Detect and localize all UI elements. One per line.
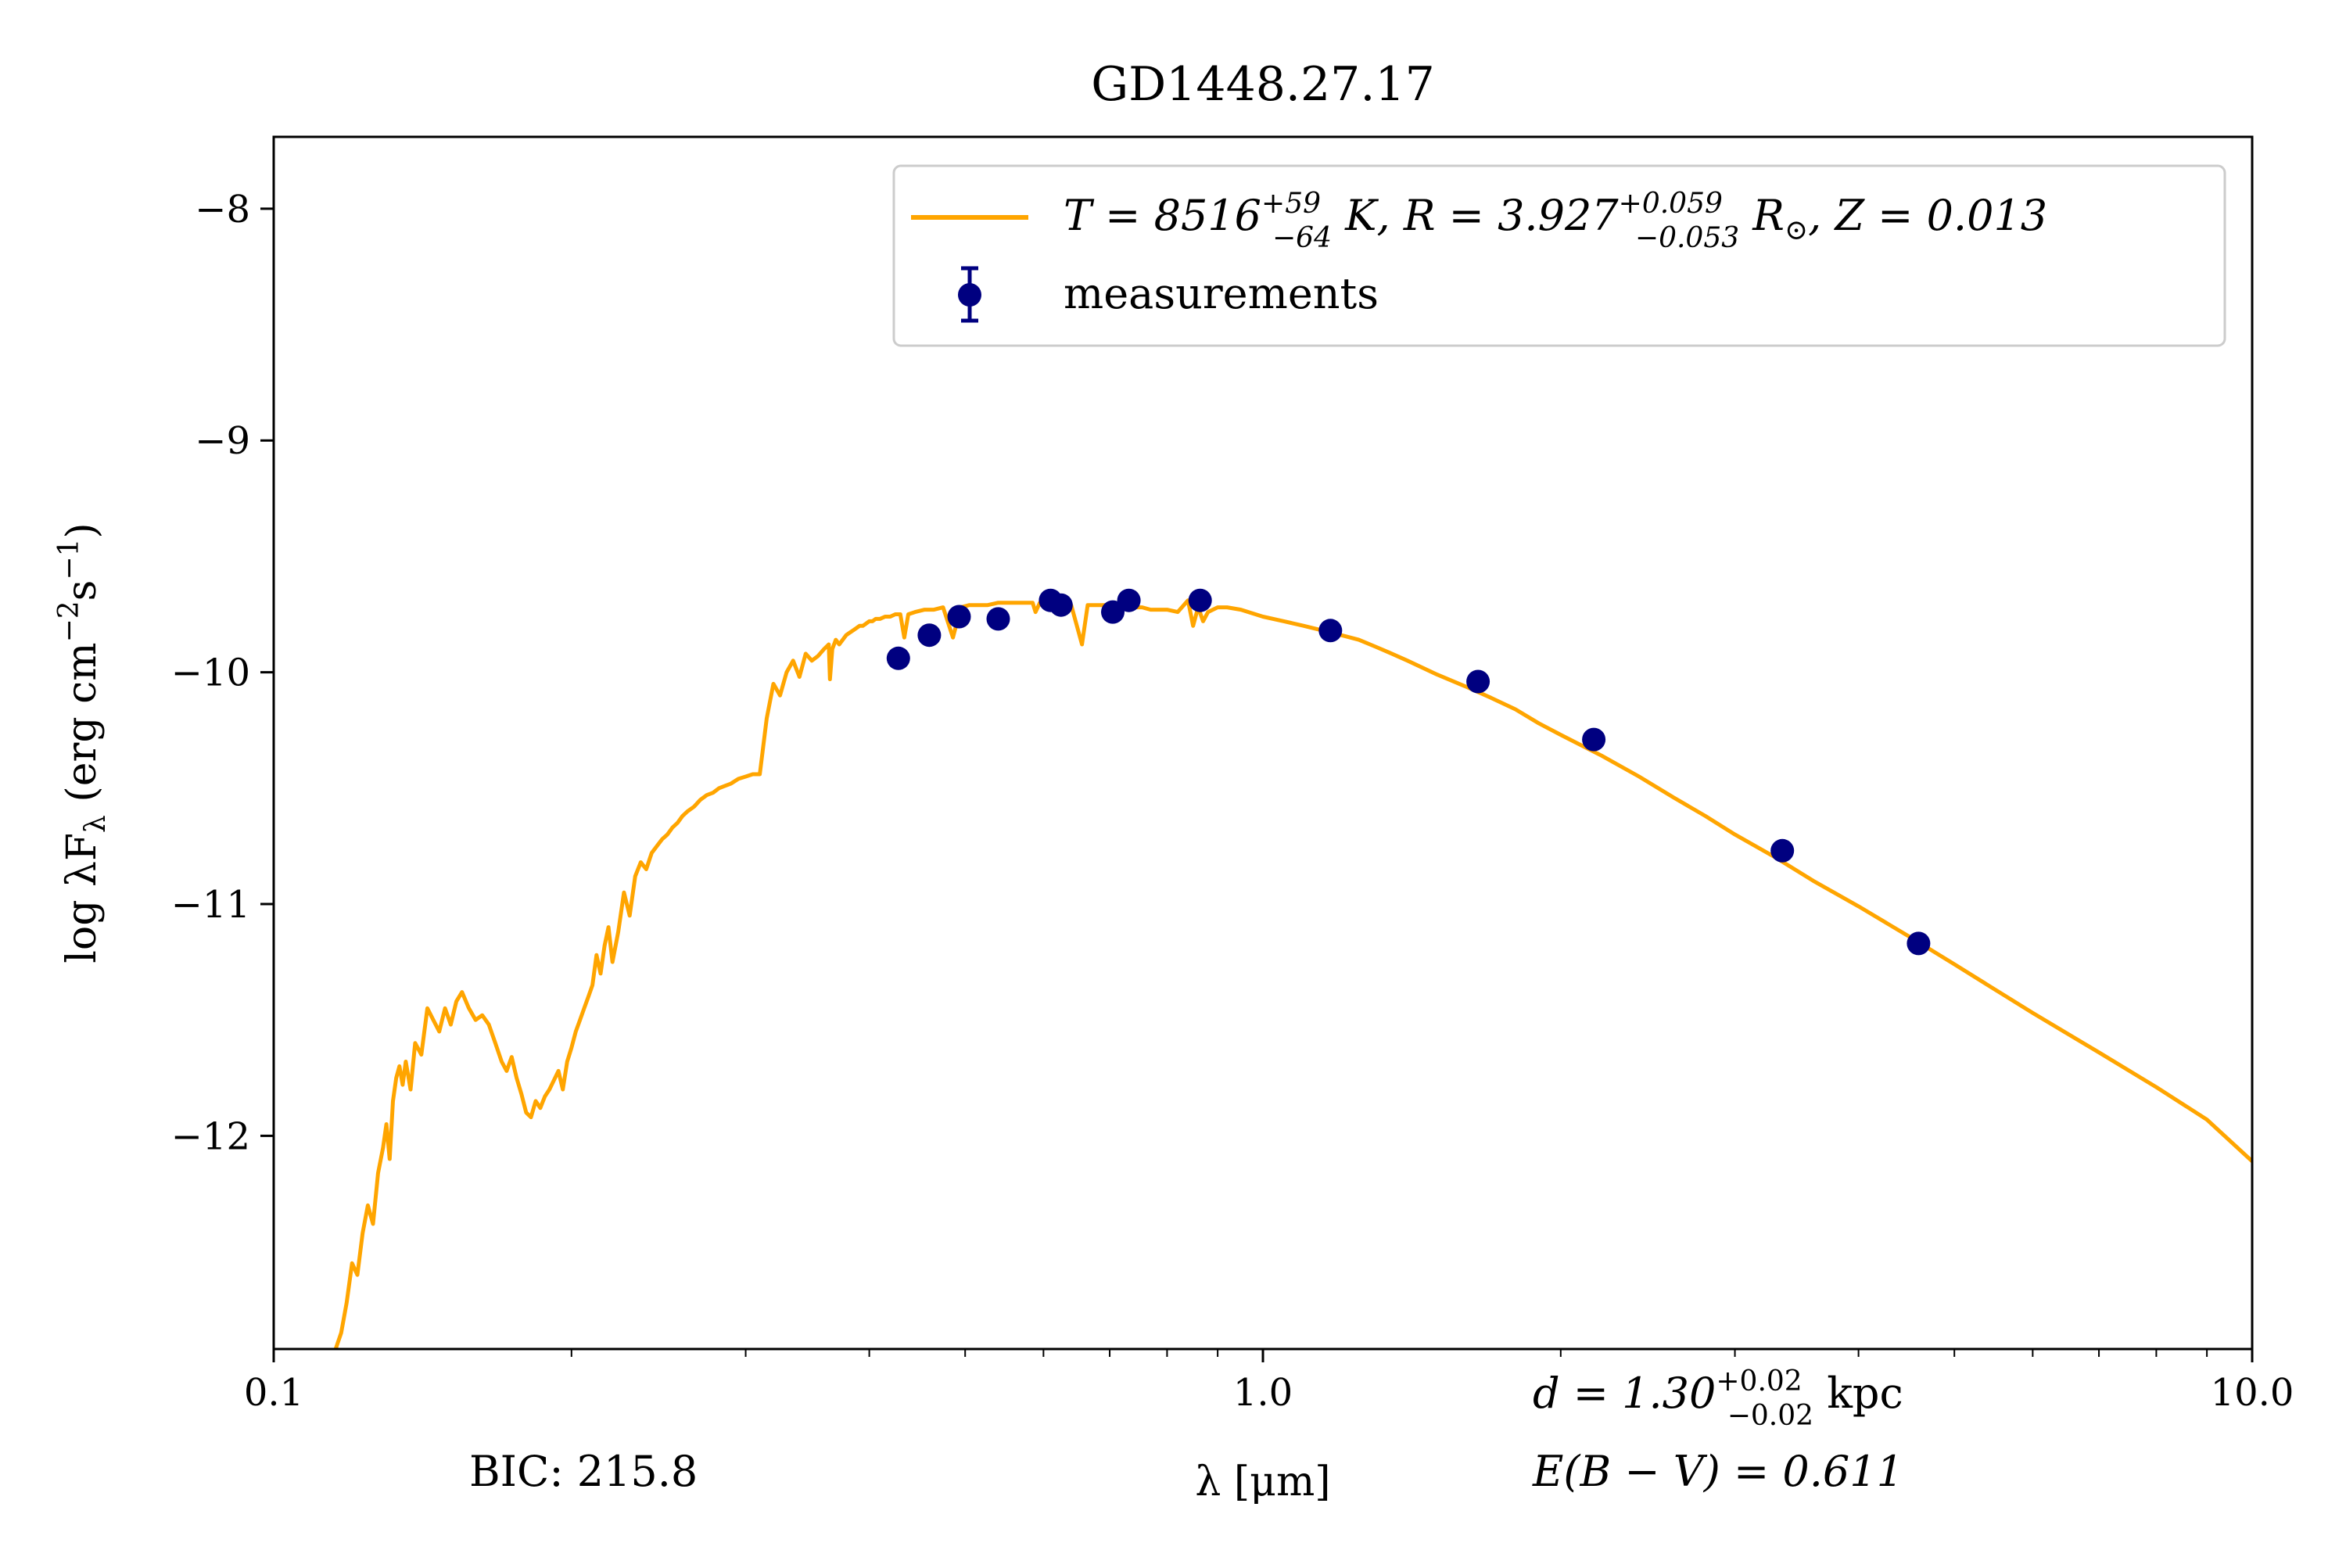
measurement-point (947, 605, 971, 629)
reddening-annotation: E(B − V) = 0.611 (1532, 1447, 1903, 1496)
measurement-point (1318, 619, 1343, 643)
measurement-point (986, 607, 1010, 631)
legend-box (892, 164, 2226, 347)
distance-annotation: d = 1.30+0.02 −0.02 kpc (1533, 1365, 1903, 1432)
y-tick-label: −9 (195, 419, 250, 463)
measurement-point (1049, 593, 1073, 617)
chart-title: GD1448.27.17 (1091, 57, 1435, 112)
measurement-point (886, 646, 910, 670)
y-tick-label: −10 (171, 651, 250, 695)
measurement-point (1466, 669, 1490, 694)
legend-measurement-marker (958, 266, 981, 323)
x-tick-label: 0.1 (244, 1371, 303, 1415)
measurement-point (1101, 600, 1125, 624)
bic-annotation: BIC: 215.8 (469, 1447, 698, 1496)
y-tick-label: −8 (195, 188, 250, 231)
legend-model-label: T = 8516+59 −64 K, R = 3.927+0.059 −0.053 … (1064, 188, 2047, 254)
legend: T = 8516+59 −64 K, R = 3.927+0.059 −0.053 … (892, 164, 2226, 347)
y-axis-label: log λFλ (erg cm−2s−1) (53, 522, 112, 963)
measurement-point (917, 623, 942, 648)
model-sed-line (333, 598, 2252, 1349)
measurement-point (1770, 838, 1795, 863)
x-axis-label: λ [μm] (1195, 1459, 1330, 1505)
measurement-point (1582, 727, 1606, 752)
legend-measurement-label: measurements (1064, 269, 1379, 318)
x-tick-label: 10.0 (2211, 1371, 2294, 1415)
y-tick-label: −11 (171, 883, 250, 927)
measurement-point (1188, 588, 1212, 612)
y-tick-label: −12 (171, 1114, 250, 1158)
measurement-point (1907, 931, 1931, 956)
measurement-point (1117, 588, 1141, 612)
plot-frame (272, 135, 2254, 1351)
x-tick-label: 1.0 (1233, 1371, 1293, 1415)
